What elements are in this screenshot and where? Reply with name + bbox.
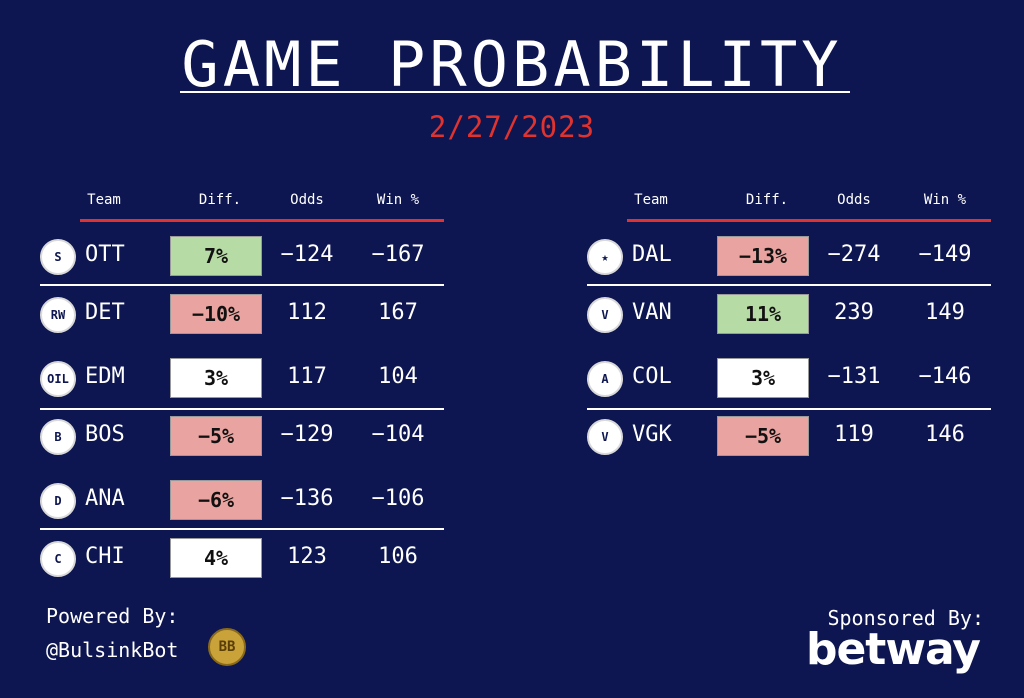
game-row: D ANA −6% −136 −106: [40, 480, 444, 528]
team-abbr: COL: [632, 364, 672, 389]
win-value: −146: [918, 364, 972, 389]
odds-value: 117: [287, 364, 327, 389]
game-row: ★ DAL −13% −274 −149: [587, 236, 991, 284]
odds-value: 123: [287, 544, 327, 569]
odds-value: 112: [287, 300, 327, 325]
odds-value: 239: [834, 300, 874, 325]
win-value: −149: [918, 242, 972, 267]
game-date: 2/27/2023: [428, 110, 596, 144]
diff-cell: −5%: [717, 416, 809, 456]
sponsor-logo: betway: [805, 624, 981, 675]
right-games-table: Team Diff. Odds Win % ★ DAL −13% −274 −149 V V…: [587, 192, 991, 492]
header-win: Win %: [376, 192, 420, 208]
header-odds: Odds: [290, 192, 324, 208]
win-value: 149: [925, 300, 965, 325]
header-rule: [80, 219, 444, 222]
win-value: 146: [925, 422, 965, 447]
golden-knights-logo-icon: V: [587, 419, 623, 455]
bot-handle: @BulsinkBot: [46, 638, 179, 662]
team-abbr: DAL: [632, 242, 672, 267]
win-value: 106: [378, 544, 418, 569]
game-separator: [587, 408, 991, 410]
odds-value: −274: [827, 242, 881, 267]
team-abbr: BOS: [85, 422, 125, 447]
odds-value: −129: [280, 422, 334, 447]
team-abbr: EDM: [85, 364, 125, 389]
win-value: 104: [378, 364, 418, 389]
blackhawks-logo-icon: C: [40, 541, 76, 577]
red-wings-logo-icon: RW: [40, 297, 76, 333]
game-row: S OTT 7% −124 −167: [40, 236, 444, 284]
game-row: RW DET −10% 112 167: [40, 294, 444, 342]
avalanche-logo-icon: A: [587, 361, 623, 397]
diff-cell: 3%: [170, 358, 262, 398]
header-win: Win %: [923, 192, 967, 208]
senators-logo-icon: S: [40, 239, 76, 275]
canucks-logo-icon: V: [587, 297, 623, 333]
game-separator: [40, 408, 444, 410]
game-row: V VAN 11% 239 149: [587, 294, 991, 342]
page-title: GAME PROBABILITY: [181, 28, 843, 101]
title-underline: [180, 91, 850, 93]
diff-cell: −6%: [170, 480, 262, 520]
diff-cell: 4%: [170, 538, 262, 578]
stars-logo-icon: ★: [587, 239, 623, 275]
team-abbr: VAN: [632, 300, 672, 325]
diff-cell: −10%: [170, 294, 262, 334]
bruins-logo-icon: B: [40, 419, 76, 455]
diff-cell: −13%: [717, 236, 809, 276]
team-abbr: DET: [85, 300, 125, 325]
game-separator: [40, 528, 444, 530]
powered-by-label: Powered By:: [46, 604, 179, 628]
odds-value: −124: [280, 242, 334, 267]
game-row: V VGK −5% 119 146: [587, 416, 991, 464]
header-diff: Diff.: [745, 192, 789, 208]
header-team: Team: [634, 192, 668, 208]
game-separator: [40, 284, 444, 286]
header-rule: [627, 219, 991, 222]
diff-cell: −5%: [170, 416, 262, 456]
odds-value: −131: [827, 364, 881, 389]
header-odds: Odds: [837, 192, 871, 208]
header-diff: Diff.: [198, 192, 242, 208]
left-games-table: Team Diff. Odds Win % S OTT 7% −124 −167 RW DE…: [40, 192, 444, 592]
team-abbr: VGK: [632, 422, 672, 447]
win-value: 167: [378, 300, 418, 325]
game-row: C CHI 4% 123 106: [40, 538, 444, 586]
game-row: B BOS −5% −129 −104: [40, 416, 444, 464]
bulsink-logo-icon: BB: [208, 628, 246, 666]
oilers-logo-icon: OIL: [40, 361, 76, 397]
team-abbr: OTT: [85, 242, 125, 267]
sponsored-by-label: Sponsored By:: [827, 606, 984, 630]
diff-cell: 11%: [717, 294, 809, 334]
ducks-logo-icon: D: [40, 483, 76, 519]
odds-value: −136: [280, 486, 334, 511]
diff-cell: 3%: [717, 358, 809, 398]
team-abbr: CHI: [85, 544, 125, 569]
win-value: −106: [371, 486, 425, 511]
win-value: −167: [371, 242, 425, 267]
win-value: −104: [371, 422, 425, 447]
header-team: Team: [87, 192, 121, 208]
game-row: OIL EDM 3% 117 104: [40, 358, 444, 406]
team-abbr: ANA: [85, 486, 125, 511]
diff-cell: 7%: [170, 236, 262, 276]
odds-value: 119: [834, 422, 874, 447]
game-separator: [587, 284, 991, 286]
game-row: A COL 3% −131 −146: [587, 358, 991, 406]
